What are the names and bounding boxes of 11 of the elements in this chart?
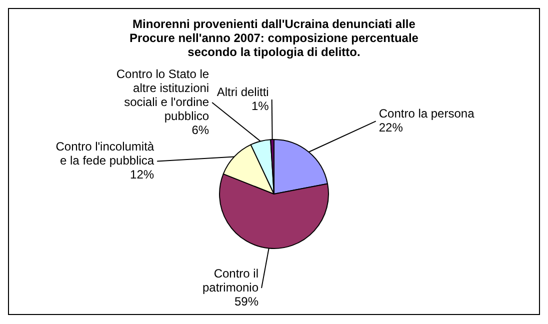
data-label: 1% xyxy=(251,98,270,113)
slice-label: Contro il patrimonio xyxy=(202,266,259,294)
slice-label: Contro lo Stato le altre istituzioni sociali e l'ordine pubblico xyxy=(116,66,210,123)
slice-label: Contro la persona xyxy=(378,106,475,120)
slice-label: Altri delitti xyxy=(216,84,269,99)
chart-title: Minorenni provenienti dall'Ucraina denunciati alle Procure nell'anno 2007: composizione percentuale secondo la tipologia di delitto. xyxy=(128,17,420,59)
slice-label: Contro l'incolumità e la fede pubblica xyxy=(56,140,154,168)
data-label: 22% xyxy=(378,120,404,134)
data-label: 59% xyxy=(234,294,259,308)
data-label: 6% xyxy=(192,122,210,137)
data-label: 12% xyxy=(130,168,154,182)
